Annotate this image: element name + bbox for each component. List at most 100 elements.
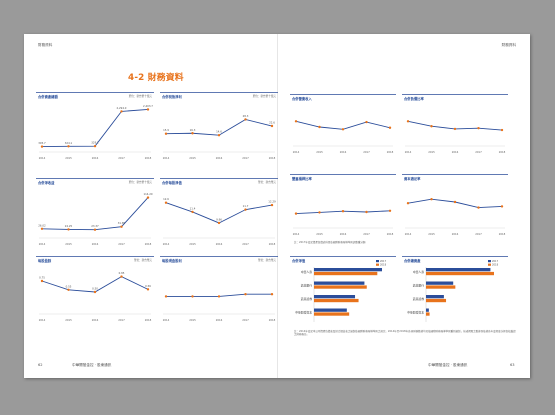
line-chart: 26.02 2014 24.25 2015 23.37 2016 31.85 2017 114.…: [36, 178, 154, 246]
x-tick-label: 2018: [145, 156, 152, 160]
category-label: 中華開發資本: [407, 310, 424, 314]
chart-card: 合併資產總額 單位：新台幣十億元 305.7 2014 324.1 2015 329.1 20…: [36, 92, 154, 162]
data-point: [244, 293, 247, 296]
bar: [314, 298, 359, 303]
x-tick-label: 2018: [499, 232, 506, 236]
x-tick-label: 2015: [65, 318, 72, 322]
x-tick-label: 2014: [39, 156, 46, 160]
x-tick-label: 2018: [387, 232, 394, 236]
x-tick-label: 2016: [216, 318, 223, 322]
data-point: [164, 132, 168, 135]
data-point: [146, 288, 150, 291]
data-label: 11.4: [190, 206, 196, 210]
chart-title: 合併總資產: [404, 259, 421, 263]
x-tick-label: 2014: [163, 318, 170, 322]
chart-card: 雙重槓桿比率 2014 2015 2016 2017 2018: [290, 174, 396, 238]
data-point: [93, 228, 97, 231]
x-tick-label: 2015: [316, 232, 323, 236]
x-tick-label: 2017: [242, 318, 249, 322]
x-tick-label: 2017: [118, 242, 125, 246]
x-tick-label: 2015: [189, 156, 196, 160]
data-label: 0.55: [66, 284, 72, 288]
data-point: [164, 201, 168, 204]
x-tick-label: 2014: [39, 318, 46, 322]
data-point: [191, 132, 194, 135]
chart-unit: 單位：新台幣元: [257, 259, 276, 262]
data-label: 9.96: [216, 217, 222, 221]
data-label: 11.7: [243, 204, 249, 208]
data-point: [67, 145, 70, 148]
x-tick-label: 2016: [216, 242, 223, 246]
x-tick-label: 2016: [92, 156, 99, 160]
x-tick-label: 2014: [293, 150, 300, 154]
line-chart: 2014 2015 2016 2017 2018: [290, 94, 396, 154]
data-label: 14.6: [216, 130, 222, 134]
data-label: 0.50: [92, 287, 98, 291]
x-tick-label: 2014: [405, 232, 412, 236]
data-point: [164, 295, 168, 298]
data-point: [341, 128, 345, 131]
x-tick-label: 2016: [92, 242, 99, 246]
chart-card: 每股現金股利 單位：新台幣元 2014 2015 2016 2017 2018: [160, 256, 278, 324]
data-point: [40, 279, 44, 283]
data-point: [93, 144, 97, 148]
data-point: [191, 295, 194, 298]
bar: [314, 271, 378, 276]
bar: [314, 281, 365, 285]
data-point: [270, 293, 274, 296]
chart-card: 合併稅後淨利 單位：新台幣十億元 15.9 2014 16.3 2015 14.6 2016 2…: [160, 92, 278, 162]
data-label: 23.37: [91, 224, 99, 228]
chart-title: 合併營業收入: [292, 97, 312, 101]
data-label: 24.25: [65, 224, 73, 228]
category-label: 凱基證券: [301, 297, 312, 301]
x-tick-label: 2018: [269, 242, 276, 246]
line-chart: 2014 2015 2016 2017 2018: [160, 256, 278, 322]
data-point: [120, 225, 123, 228]
data-point: [40, 145, 44, 148]
data-label: 31.85: [118, 221, 126, 225]
line-chart: 2014 2015 2016 2017 2018: [402, 174, 508, 236]
data-point: [217, 134, 221, 137]
bar: [314, 308, 347, 312]
chart-title: 雙重槓桿比率: [292, 177, 312, 181]
footnote-top: 註：2017年度起資產負債表科目依國際財務報導準則調整重分類: [294, 241, 366, 244]
data-label: 12.6: [163, 197, 169, 201]
bar: [314, 312, 350, 316]
data-point: [244, 118, 247, 121]
magazine-spread: 財務資料 財務資料 4-2 財務資料 合併資產總額 單位：新台幣十億元 305.7 2…: [24, 34, 530, 378]
x-tick-label: 2014: [163, 242, 170, 246]
x-tick-label: 2018: [269, 318, 276, 322]
chart-unit: 單位：新台幣十億元: [128, 95, 152, 98]
data-label: 26.02: [38, 223, 46, 227]
x-tick-label: 2018: [145, 318, 152, 322]
category-label: 凱基銀行: [301, 283, 312, 287]
data-label: 2,294.0: [117, 106, 127, 110]
x-tick-label: 2017: [242, 156, 249, 160]
data-point: [318, 125, 321, 129]
data-label: 22.6: [269, 121, 275, 125]
footer-publication-right: 中華開發金控 ‧ 股東通訊: [428, 363, 468, 367]
chart-title: 每股現金股利: [162, 259, 182, 263]
data-point: [406, 120, 410, 123]
bar-chart-card: 合併總資產 2017 2018 中華人壽 凱基銀行 凱基證券 中華開發資本: [402, 256, 508, 326]
footer-page-number-left: 62: [38, 363, 43, 367]
legend-label: 2017: [492, 260, 499, 263]
data-point: [120, 275, 123, 278]
x-tick-label: 2014: [163, 156, 170, 160]
footer-page-number-right: 63: [510, 363, 515, 367]
data-point: [365, 120, 368, 124]
x-tick-label: 2018: [387, 150, 394, 154]
data-point: [318, 211, 321, 214]
line-chart: 12.6 2014 11.4 2015 9.96 2016 11.7 2017 12.29 201…: [160, 178, 278, 246]
category-label: 凱基銀行: [413, 283, 424, 287]
x-tick-label: 2017: [475, 232, 482, 236]
data-label: 12.29: [268, 200, 276, 204]
x-tick-label: 2015: [316, 150, 323, 154]
chart-card: 合併淨收益 單位：新台幣十億元 26.02 2014 24.25 2015 23.37 201…: [36, 178, 154, 248]
category-label: 中華人壽: [413, 270, 424, 274]
data-label: 0.56: [145, 284, 151, 288]
chart-title: 合併每股淨值: [162, 181, 182, 185]
chart-card: 合併每股淨值 單位：新台幣元 12.6 2014 11.4 2015 9.96 2016 11.…: [160, 178, 278, 248]
data-point: [270, 203, 274, 207]
chart-unit: 單位：新台幣十億元: [128, 181, 152, 184]
